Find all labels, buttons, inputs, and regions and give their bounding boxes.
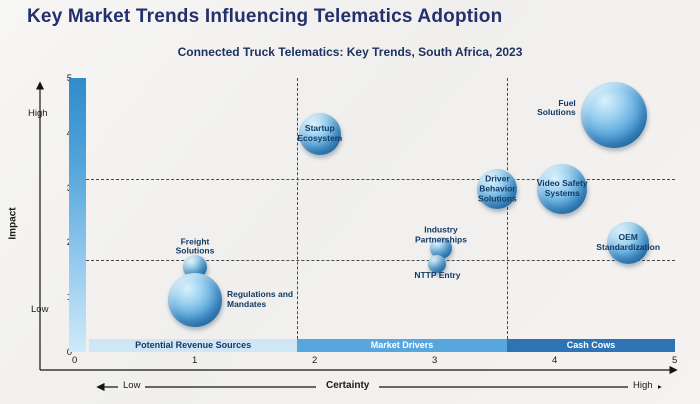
x-tick: 1 (192, 355, 198, 366)
page-title: Key Market Trends Influencing Telematics… (27, 6, 503, 27)
bubble-startup-ecosystem (298, 113, 341, 156)
y-axis-high-label: High (28, 108, 48, 119)
zone-market-drivers: Market Drivers (297, 339, 507, 352)
bubble-label-nttp-entry: NTTP Entry (414, 270, 461, 281)
chart-subtitle: Connected Truck Telematics: Key Trends, … (177, 45, 523, 59)
x-tick: 4 (552, 355, 558, 366)
impact-scale-bar (69, 78, 86, 352)
x-axis-title: Certainty (316, 380, 380, 391)
bubble-regulations-and-mandates (168, 272, 222, 327)
bubble-nttp-entry (428, 255, 447, 274)
quadrant-divider-horizontal (86, 260, 675, 262)
y-axis-low-label: Low (31, 304, 49, 315)
x-tick: 0 (72, 355, 78, 366)
bubble-label-regulations-and-mandates: Regulations and Mandates (227, 289, 294, 309)
x-tick: 3 (432, 355, 438, 366)
x-axis-low-label: Low (118, 380, 146, 391)
bubble-driver-behavior-solutions (477, 169, 518, 210)
bubble-label-oem-standardization: OEM Standardization (596, 232, 661, 253)
zone-potential-revenue-sources: Potential Revenue Sources (89, 339, 297, 352)
bubble-label-fuel-solutions: Fuel Solutions (537, 97, 576, 118)
bubble-label-startup-ecosystem: Startup Ecosystem (297, 123, 343, 144)
quadrant-divider-horizontal (86, 179, 675, 181)
bubble-label-industry-partnerships: Industry Partnerships (415, 224, 467, 245)
y-tick: 0 (66, 347, 72, 358)
zone-cash-cows: Cash Cows (507, 339, 675, 352)
bubble-fuel-solutions (580, 81, 647, 148)
x-tick: 5 (672, 355, 678, 366)
bubble-oem-standardization (607, 222, 650, 265)
quadrant-divider-vertical (297, 78, 298, 339)
bubble-label-driver-behavior-solutions: Driver Behavior Solutions (478, 173, 517, 204)
x-axis-high-label: High (628, 380, 658, 391)
bubble-industry-partnerships (430, 236, 452, 259)
bubble-label-freight-solutions: Freight Solutions (175, 235, 215, 256)
x-tick: 2 (312, 355, 318, 366)
quadrant-divider-vertical (507, 78, 508, 339)
bubble-video-safety-systems (537, 164, 588, 215)
bubble-label-video-safety-systems: Video Safety Systems (536, 178, 588, 199)
